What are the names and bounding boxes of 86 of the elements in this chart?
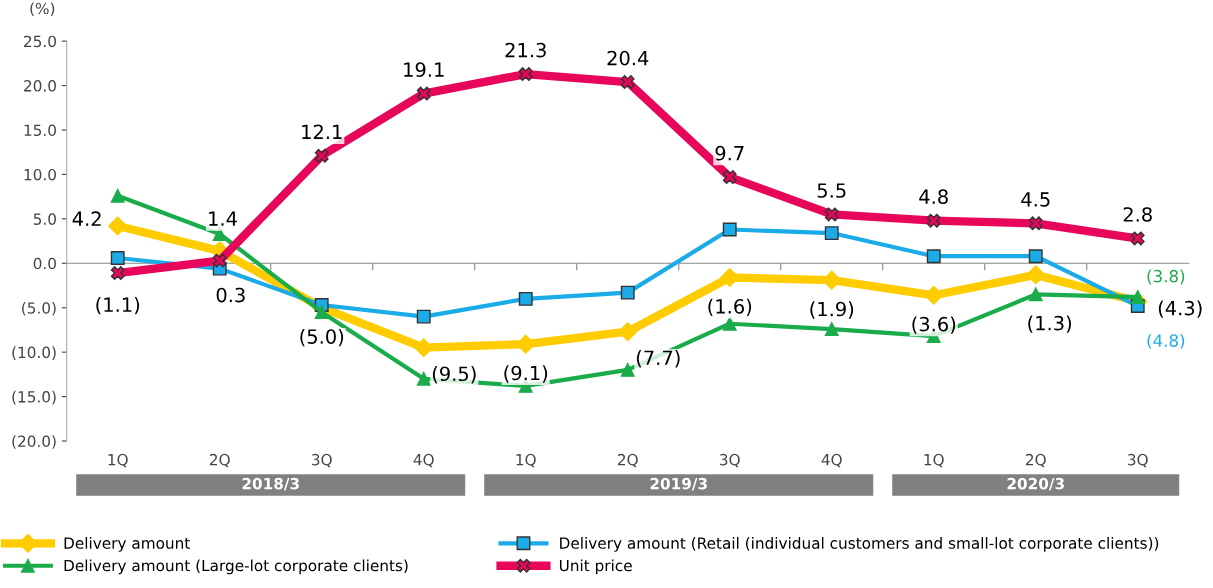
point — [1026, 265, 1046, 285]
data-label: (4.8) — [1147, 334, 1185, 349]
x-tick-label: 3Q — [1128, 453, 1148, 468]
y-tick-label: 0.0 — [33, 257, 56, 270]
x-tick-label: 4Q — [413, 453, 434, 468]
point — [824, 226, 839, 241]
point — [314, 148, 329, 163]
text: 2019/3 — [650, 477, 707, 491]
text: 2018/3 — [242, 477, 299, 491]
data-label: (1.1) — [96, 297, 140, 315]
x-tick-label: 3Q — [720, 453, 740, 468]
point — [722, 170, 737, 185]
x-tick-label: 1Q — [108, 453, 128, 468]
y-tick-label: 15.0 — [24, 124, 56, 137]
y-tick-label: (10.0) — [12, 346, 56, 360]
legend-label: Delivery amount (Large-lot corporate clients) — [64, 559, 408, 575]
data-label: 1.4 — [209, 211, 237, 226]
data-label: 0.3 — [216, 287, 245, 303]
point — [722, 316, 737, 331]
data-label: (1.3) — [1028, 315, 1071, 333]
data-label: 19.1 — [404, 62, 444, 77]
point — [212, 253, 227, 268]
data-label: 12.1 — [302, 124, 342, 139]
x-tick-label: 2Q — [209, 453, 230, 468]
point — [926, 213, 941, 228]
point — [824, 207, 839, 222]
point — [416, 309, 431, 324]
point — [416, 371, 431, 386]
point — [1028, 216, 1043, 231]
point — [620, 285, 635, 300]
data-label: 20.4 — [607, 50, 649, 66]
legend-label: Unit price — [559, 559, 632, 575]
y-tick-label: 25.0 — [24, 35, 56, 48]
point — [314, 305, 329, 320]
point — [618, 322, 638, 342]
x-tick-label: 3Q — [312, 453, 332, 468]
y-tick-label: (20.0) — [12, 435, 56, 449]
point — [926, 249, 941, 264]
point — [110, 188, 125, 203]
y-axis-title: (%) — [30, 2, 55, 17]
data-label: 5.5 — [817, 183, 846, 198]
point — [620, 75, 635, 89]
x-tick-label: 1Q — [516, 453, 536, 468]
text: 2020/3 — [1007, 477, 1064, 491]
point — [108, 216, 128, 236]
data-label: 21.3 — [505, 42, 546, 58]
data-label: (3.6) — [912, 316, 956, 334]
point — [1130, 290, 1145, 305]
point — [722, 222, 737, 237]
data-label: (1.9) — [810, 301, 854, 319]
point — [110, 266, 125, 281]
data-label: (9.1) — [504, 365, 548, 383]
point — [110, 251, 125, 265]
point — [516, 334, 536, 354]
point — [822, 270, 842, 290]
point — [416, 86, 431, 101]
point — [924, 285, 944, 305]
legend-label: Delivery amount — [64, 537, 190, 552]
point — [620, 362, 635, 377]
y-tick-label: 5.0 — [33, 213, 56, 225]
data-label: 9.7 — [715, 145, 744, 161]
data-label: 4.5 — [1021, 192, 1050, 207]
data-label: (7.7) — [636, 350, 680, 368]
point — [1028, 287, 1043, 302]
x-tick-label: 4Q — [821, 453, 842, 468]
point — [518, 291, 533, 306]
y-tick-label: 20.0 — [24, 80, 56, 92]
data-label: (5.0) — [300, 328, 344, 347]
data-label: (9.5) — [432, 366, 476, 384]
data-label: (1.6) — [708, 298, 752, 316]
data-label: (4.3) — [1158, 300, 1202, 318]
legend-label: Delivery amount (Retail (individual customers and small-lot corporate clients)) — [560, 537, 1159, 552]
point — [518, 67, 533, 81]
x-tick-label: 1Q — [924, 453, 944, 468]
x-tick-label: 2Q — [1025, 453, 1046, 468]
y-tick-label: (15.0) — [12, 390, 56, 405]
point — [1028, 249, 1043, 264]
point — [1130, 231, 1145, 246]
y-tick-label: (5.0) — [22, 301, 56, 316]
point — [824, 322, 839, 336]
data-label: 2.8 — [1123, 207, 1152, 222]
data-label: 4.2 — [72, 211, 101, 226]
x-tick-label: 2Q — [617, 453, 638, 468]
data-label: (3.8) — [1147, 269, 1185, 285]
data-label: 4.8 — [919, 189, 948, 205]
y-tick-label: 10.0 — [24, 168, 56, 181]
